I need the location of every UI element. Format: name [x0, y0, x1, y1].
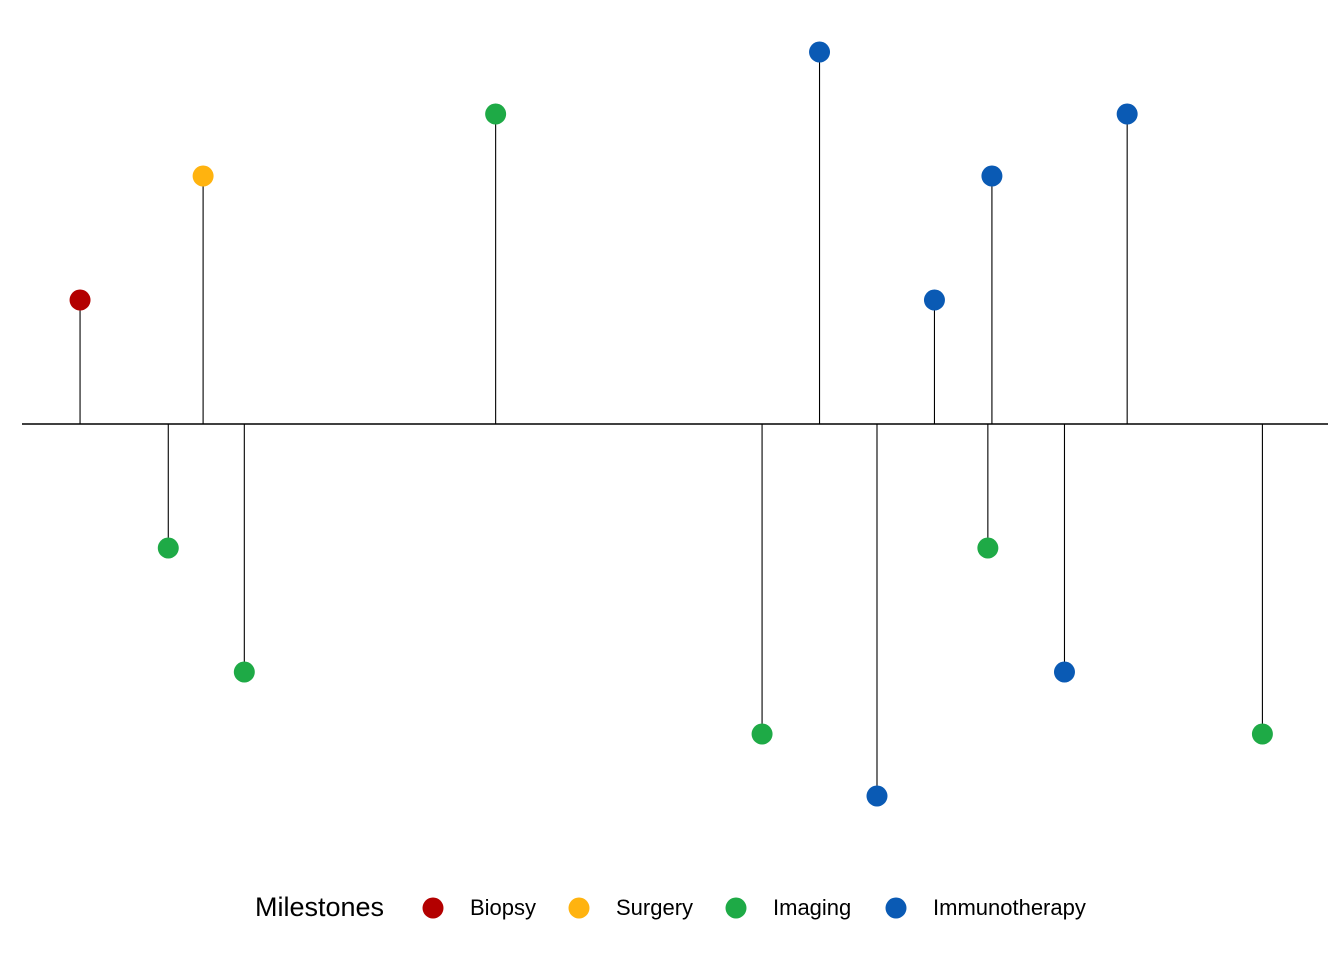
legend-items: Biopsy Surgery Imaging Immunotherapy: [422, 895, 1086, 920]
legend-item-imaging: Imaging: [725, 895, 851, 920]
legend-label-imaging: Imaging: [773, 895, 851, 920]
stems-layer: [79, 52, 1263, 796]
point-imaging-6: [1251, 723, 1273, 745]
legend-title: Milestones: [255, 892, 384, 922]
point-immunotherapy-2: [866, 785, 888, 807]
legend-label-surgery: Surgery: [616, 895, 693, 920]
legend-key-biopsy: [422, 897, 444, 919]
legend-item-surgery: Surgery: [568, 895, 693, 920]
point-imaging-3: [485, 103, 507, 125]
point-immunotherapy-1: [809, 41, 831, 63]
point-immunotherapy-5: [1053, 661, 1075, 683]
points-layer: [69, 41, 1273, 807]
legend-key-surgery: [568, 897, 590, 919]
point-biopsy-1: [69, 289, 91, 311]
legend-key-immunotherapy: [885, 897, 907, 919]
point-immunotherapy-6: [1116, 103, 1138, 125]
point-imaging-4: [751, 723, 773, 745]
point-surgery-1: [192, 165, 214, 187]
legend-label-immunotherapy: Immunotherapy: [933, 895, 1086, 920]
legend-key-imaging: [725, 897, 747, 919]
legend-label-biopsy: Biopsy: [470, 895, 536, 920]
point-immunotherapy-3: [923, 289, 945, 311]
point-immunotherapy-4: [981, 165, 1003, 187]
point-imaging-1: [157, 537, 179, 559]
legend-item-immunotherapy: Immunotherapy: [885, 895, 1086, 920]
legend-item-biopsy: Biopsy: [422, 895, 536, 920]
point-imaging-5: [977, 537, 999, 559]
point-imaging-2: [233, 661, 255, 683]
legend: Milestones Biopsy Surgery Imaging Immunothe…: [255, 892, 1086, 922]
